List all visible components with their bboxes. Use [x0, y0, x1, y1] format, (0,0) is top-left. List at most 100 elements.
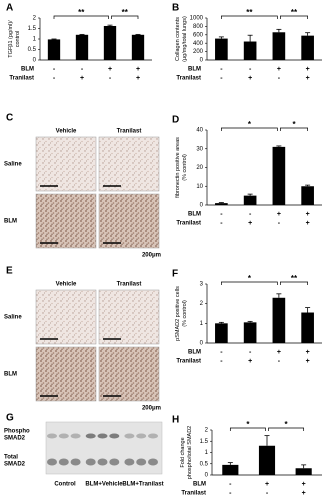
y-tick-label: 400	[193, 41, 204, 47]
y-tick-label: 0	[200, 58, 204, 64]
y-axis-label: (% control)	[182, 300, 188, 327]
condition-sign: +	[306, 358, 310, 365]
blot-background	[45, 421, 163, 475]
blot-band	[85, 458, 96, 466]
condition-sign: +	[80, 75, 84, 82]
blot-row-label: Total	[4, 455, 18, 461]
bar	[215, 38, 228, 60]
condition-sign: +	[248, 75, 252, 82]
blot-lane-label: BLM+Tranilast	[122, 482, 163, 488]
condition-sign: +	[248, 220, 252, 227]
y-tick-label: 0	[200, 341, 204, 347]
row-label: Saline	[4, 162, 22, 168]
condition-sign: +	[108, 66, 112, 73]
micrograph	[35, 346, 97, 402]
condition-sign: -	[278, 220, 281, 227]
condition-sign: -	[266, 490, 269, 497]
condition-name: Tranilast	[9, 76, 34, 82]
bar	[258, 445, 276, 475]
condition-name: Tranilast	[176, 221, 201, 227]
y-tick-label: 3	[200, 282, 204, 288]
condition-sign: -	[220, 349, 223, 356]
blot-band	[47, 433, 57, 439]
y-tick-label: 1	[205, 450, 209, 456]
micrograph	[98, 136, 160, 192]
significance-bracket	[221, 281, 278, 285]
blot-row-label: SMAD2	[4, 462, 26, 468]
condition-sign: +	[302, 490, 306, 497]
bar	[301, 186, 314, 205]
bar	[301, 312, 314, 343]
y-tick-label: 0.5	[200, 461, 209, 467]
condition-name: BLM	[188, 350, 201, 356]
condition-name: Tranilast	[176, 359, 201, 365]
y-tick-label: 0	[33, 58, 37, 64]
y-tick-label: 1	[33, 37, 37, 43]
blot-band	[109, 433, 120, 439]
condition-sign: +	[306, 75, 310, 82]
blot-band	[136, 458, 147, 466]
condition-sign: -	[229, 490, 232, 497]
blot-band	[70, 458, 81, 466]
blot-row-label: SMAD2	[4, 436, 26, 442]
y-axis-label: (% control)	[182, 154, 188, 181]
bar	[243, 195, 257, 205]
significance-bracket	[229, 427, 266, 431]
bar	[301, 35, 314, 60]
significance-bracket	[111, 15, 139, 19]
blot-band	[97, 458, 108, 466]
condition-sign: +	[306, 211, 310, 218]
significance-bracket	[53, 15, 109, 19]
significance-bracket	[280, 127, 308, 131]
condition-sign: -	[220, 358, 223, 365]
y-tick-label: 0.5	[28, 47, 37, 53]
blot-band	[97, 433, 108, 439]
y-tick-label: 1.5	[28, 26, 37, 32]
condition-sign: -	[278, 75, 281, 82]
y-tick-label: 1	[200, 321, 204, 327]
bar	[272, 297, 286, 343]
column-label: Vehicle	[56, 129, 77, 135]
blot-band	[148, 458, 158, 466]
bar	[215, 323, 228, 343]
bar	[215, 203, 228, 205]
significance-label: *	[248, 120, 252, 129]
panel-letter: G	[6, 413, 14, 424]
condition-sign: -	[81, 66, 84, 73]
y-tick-label: 600	[193, 32, 204, 38]
y-axis-label: control	[15, 31, 21, 48]
micrograph	[35, 193, 97, 249]
significance-label: **	[78, 8, 85, 17]
condition-sign: +	[277, 66, 281, 73]
condition-sign: -	[220, 75, 223, 82]
y-axis-label: TGFβ1 (pg/ml)/	[8, 20, 14, 58]
y-tick-label: 20	[196, 165, 203, 171]
blot-row-label: Phospho	[4, 429, 30, 435]
y-axis-label: phospho/total SMAD2	[187, 426, 193, 480]
blot-band	[58, 458, 69, 466]
y-tick-label: 2	[200, 301, 204, 307]
significance-bracket	[280, 281, 308, 285]
bar	[47, 39, 61, 60]
bar	[243, 41, 257, 60]
y-axis-label: fibronectin positive areas	[175, 137, 181, 198]
panel-letter: C	[6, 113, 13, 124]
y-tick-label: 40	[196, 128, 203, 134]
column-label: Vehicle	[56, 282, 77, 288]
significance-bracket	[268, 427, 305, 431]
condition-sign: +	[277, 211, 281, 218]
significance-label: **	[291, 274, 298, 283]
condition-sign: +	[306, 349, 310, 356]
condition-sign: -	[278, 358, 281, 365]
micrograph	[35, 136, 97, 192]
blot-band	[109, 458, 120, 466]
blot-band	[47, 458, 57, 466]
blot-band	[148, 433, 158, 439]
bar	[272, 32, 286, 60]
condition-sign: +	[136, 75, 140, 82]
panel-letter: D	[172, 115, 179, 126]
scale-bar-label: 200μm	[142, 406, 161, 412]
y-axis-label: (μg/mg/total lungs)	[182, 16, 188, 62]
column-label: Tranilast	[117, 129, 142, 135]
row-label: Saline	[4, 315, 22, 321]
